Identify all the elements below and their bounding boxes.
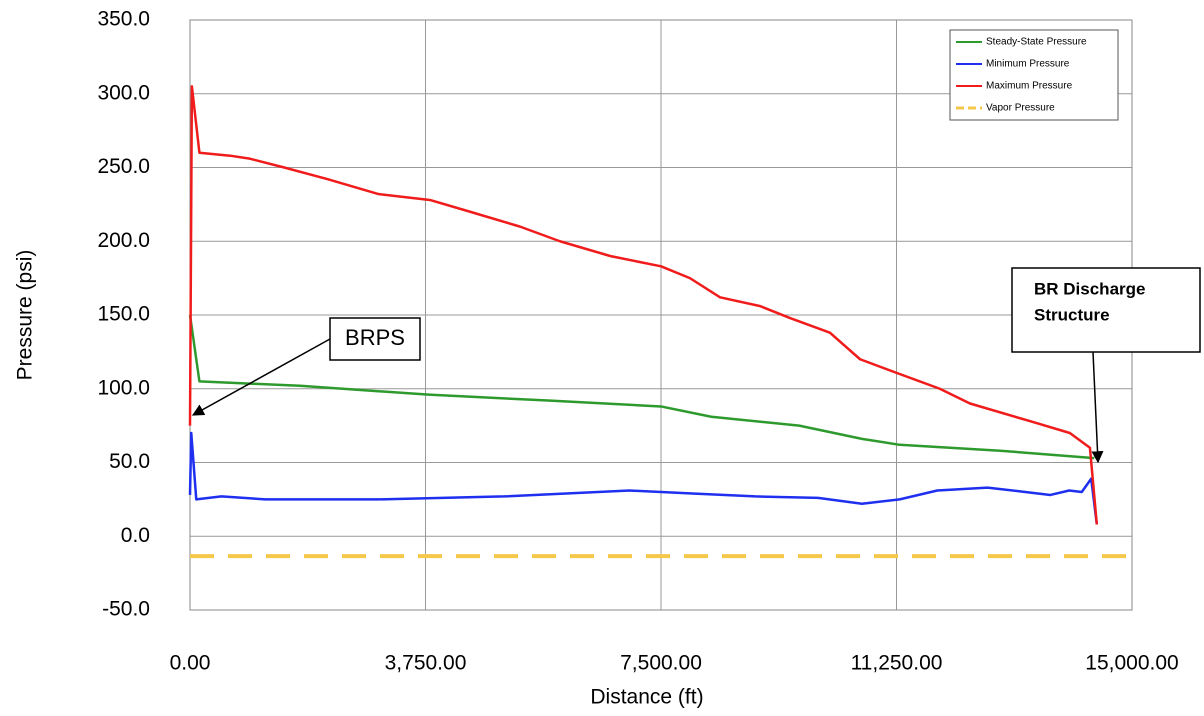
annotation-arrow bbox=[1091, 351, 1104, 464]
y-tick-label: 0.0 bbox=[121, 524, 150, 547]
x-tick-label: 7,500.00 bbox=[620, 652, 702, 675]
y-tick-label: 100.0 bbox=[97, 376, 150, 399]
legend-label: Minimum Pressure bbox=[986, 59, 1070, 70]
y-tick-label: 300.0 bbox=[97, 81, 150, 104]
series-line bbox=[188, 85, 1099, 525]
x-tick-label: 0.00 bbox=[170, 652, 211, 675]
series-line bbox=[188, 314, 1095, 460]
annotation-text: Structure bbox=[1034, 305, 1110, 324]
series-line bbox=[188, 431, 1099, 525]
y-tick-label: -50.0 bbox=[102, 598, 150, 621]
y-tick-label: 150.0 bbox=[97, 303, 150, 326]
annotation-text: BRPS bbox=[345, 325, 405, 350]
y-tick-label: 200.0 bbox=[97, 229, 150, 252]
x-tick-label: 15,000.00 bbox=[1085, 652, 1178, 675]
legend-label: Vapor Pressure bbox=[986, 103, 1055, 114]
annotation-box bbox=[1011, 267, 1201, 353]
y-axis-label: Pressure (psi) bbox=[14, 250, 37, 381]
legend-box bbox=[949, 29, 1119, 121]
x-tick-label: 11,250.00 bbox=[851, 652, 943, 675]
y-tick-label: 50.0 bbox=[109, 450, 150, 473]
x-tick-label: 3,750.00 bbox=[385, 652, 467, 675]
y-tick-label: 250.0 bbox=[97, 155, 150, 178]
annotation-box bbox=[329, 317, 421, 361]
x-axis-label: Distance (ft) bbox=[590, 686, 703, 709]
legend-label: Maximum Pressure bbox=[986, 81, 1073, 92]
y-tick-label: 350.0 bbox=[97, 8, 150, 31]
legend-label: Steady-State Pressure bbox=[986, 37, 1087, 48]
annotation-text: BR Discharge bbox=[1034, 279, 1145, 298]
annotation-arrow bbox=[191, 338, 331, 416]
